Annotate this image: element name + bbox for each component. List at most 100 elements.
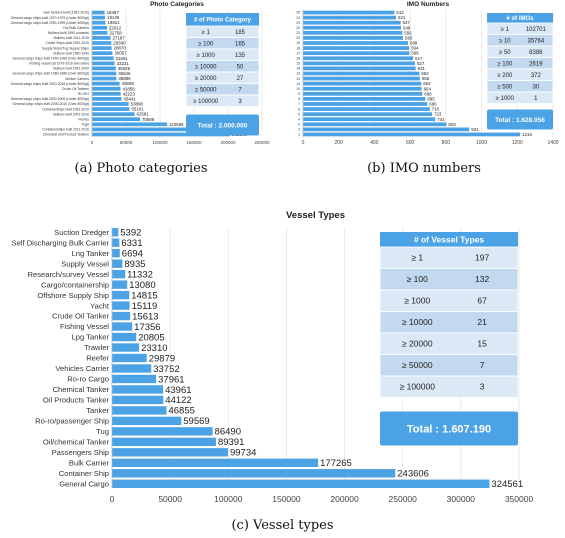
data-label: 596	[411, 51, 419, 56]
photo-categories-panel: Photo Categories 0 50000 100000 150000 200000…	[0, 0, 282, 180]
data-label: 89391	[218, 437, 244, 448]
category-label: 20	[296, 36, 300, 40]
category-label: General cargo ships built 2000-2009 (Und…	[11, 97, 89, 101]
category-label: Container Ship	[59, 469, 109, 478]
bar	[92, 127, 191, 132]
data-label: 62581	[137, 112, 150, 117]
bar	[112, 448, 228, 457]
imo-numbers-panel: IMO Numbers 0 200 400 600 800 1000 1200 1400 25 51…	[283, 0, 565, 180]
category-label: 16	[296, 56, 300, 60]
category-label: 14	[296, 67, 300, 71]
category-label: Offshore Supply Ship	[37, 291, 109, 300]
category-label: Trawler	[84, 343, 110, 352]
category-label: Tugs	[82, 122, 90, 126]
category-label: RO-RO	[78, 92, 90, 96]
table-header-text: # of Vessel Types	[414, 234, 485, 244]
category-label: Yacht	[90, 301, 110, 310]
bar	[112, 479, 490, 488]
bar	[92, 25, 107, 30]
data-label: 521	[398, 15, 406, 20]
category-label: Dry Bulk Carriers	[63, 26, 89, 30]
data-label: 652	[421, 71, 429, 76]
table-count: 8388	[529, 50, 543, 56]
x-tick-label: 150000	[272, 494, 301, 504]
bar	[303, 117, 436, 122]
data-label: 324561	[491, 479, 523, 490]
bar	[112, 343, 140, 352]
bar	[92, 61, 115, 66]
table-threshold: ≥ 100	[407, 274, 428, 284]
data-label: 42223	[123, 91, 136, 96]
table-threshold: ≥ 100000	[193, 99, 219, 105]
table-count: 102701	[526, 27, 547, 33]
data-label: 41858	[122, 86, 135, 91]
data-label: 723	[434, 112, 442, 117]
data-label: 53898	[131, 102, 144, 107]
x-tick-label: 300000	[447, 494, 476, 504]
bar	[303, 81, 422, 86]
data-label: 40659	[122, 81, 135, 86]
table-row	[185, 94, 260, 107]
x-tick-label: 50000	[120, 140, 133, 145]
bar	[303, 132, 521, 137]
bar	[303, 61, 415, 66]
data-label: 43961	[165, 385, 191, 396]
data-label: 594	[411, 46, 419, 51]
category-label: 10	[296, 87, 300, 91]
category-label: 2	[298, 128, 300, 132]
x-tick-label: 1200	[512, 140, 523, 146]
table-count: 197	[475, 253, 489, 263]
category-label: Lpg Tanker	[72, 333, 110, 342]
category-label: Containerships built 1991-2010	[42, 107, 89, 111]
bar	[112, 259, 123, 268]
table-row	[379, 375, 519, 398]
x-tick-label: 100000	[214, 494, 243, 504]
data-label: 668	[424, 91, 432, 96]
category-label: General cargo ships built 1990-1999 (Und…	[11, 21, 89, 25]
category-label: General cargo ships built 1980-1989 (Ove…	[12, 72, 89, 76]
x-tick-label: 1400	[547, 140, 558, 146]
bar	[303, 91, 423, 96]
table-threshold: ≥ 1	[501, 27, 510, 33]
bar	[303, 25, 402, 30]
data-label: 20805	[138, 332, 164, 343]
category-label: 23	[296, 21, 300, 25]
bar	[303, 10, 395, 15]
bar	[92, 10, 105, 15]
category-label: Fishing vessel (at 1970-2016 and older)	[29, 62, 89, 66]
bar	[112, 332, 137, 342]
table-threshold: ≥ 10000	[402, 317, 433, 327]
data-label: 243606	[397, 469, 429, 480]
data-label: 99734	[230, 448, 256, 459]
table-row	[185, 25, 260, 38]
table-threshold: ≥ 100	[198, 41, 214, 47]
data-label: 30057	[114, 51, 127, 56]
bar	[92, 102, 129, 106]
x-tick-label: 200	[335, 140, 344, 146]
category-label: Oil Products Tanker	[43, 396, 110, 405]
bar	[112, 385, 164, 394]
data-label: 11332	[127, 269, 153, 280]
category-label: 4	[298, 117, 300, 121]
table-row	[379, 246, 519, 269]
table-header-text: # of Photo Category	[194, 18, 252, 24]
data-label: 803	[448, 122, 456, 127]
x-tick-label: 600	[406, 140, 415, 146]
data-label: 696	[429, 102, 437, 107]
category-label: Passengers Ship	[52, 448, 109, 457]
table-count: 15	[477, 339, 487, 349]
bar	[303, 76, 420, 81]
category-label: Bulkers built 1980-1990	[53, 51, 89, 55]
table-threshold: ≥ 10	[499, 38, 511, 44]
data-label: 44122	[165, 395, 191, 406]
table-row	[379, 268, 519, 291]
bar	[303, 66, 416, 71]
bar	[92, 66, 116, 71]
table-count: 30	[532, 84, 539, 90]
bar	[92, 117, 140, 122]
data-label: 512	[396, 10, 404, 15]
data-label: 547	[403, 20, 411, 25]
data-label: 8935	[124, 259, 145, 270]
category-label: Bulkers built 2001-2010	[53, 112, 89, 116]
table-count: 35764	[527, 38, 544, 44]
